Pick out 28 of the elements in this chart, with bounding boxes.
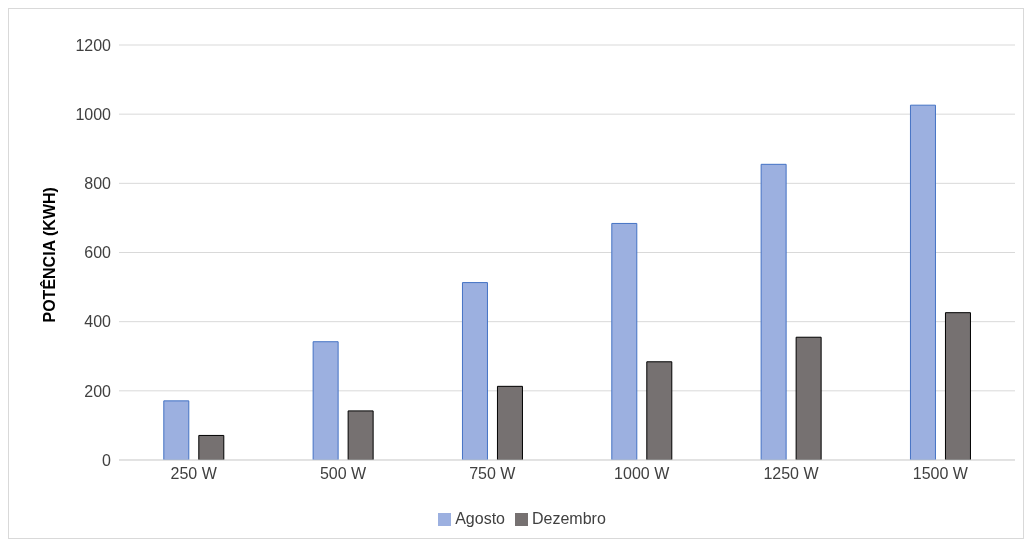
- bar: [909, 104, 936, 460]
- bar: [312, 341, 339, 460]
- bar: [646, 361, 673, 460]
- y-tick-label: 1200: [75, 36, 112, 54]
- bar: [760, 163, 787, 460]
- bar: [795, 336, 822, 460]
- y-tick-label: 400: [84, 313, 112, 331]
- y-tick-label: 0: [102, 451, 112, 469]
- x-tick-label: 500 W: [319, 465, 368, 483]
- x-tick-label: 250 W: [170, 465, 218, 483]
- y-tick-label: 1000: [75, 105, 112, 123]
- bar: [496, 385, 523, 460]
- y-tick-label: 200: [84, 382, 112, 400]
- bar: [461, 282, 488, 460]
- y-tick-label: 800: [84, 175, 112, 193]
- bar: [347, 410, 374, 460]
- bar: [163, 400, 190, 460]
- x-tick-label: 1250 W: [763, 465, 820, 483]
- bar: [611, 222, 638, 460]
- bar: [198, 434, 225, 460]
- x-tick-label: 1500 W: [912, 465, 969, 483]
- y-axis-title: POTÊNCIA (KWH): [39, 187, 58, 323]
- x-tick-label: 1000 W: [614, 465, 671, 483]
- y-tick-label: 600: [84, 244, 112, 262]
- bar: [944, 312, 971, 460]
- x-tick-label: 750 W: [469, 465, 517, 483]
- legend-label: Dezembro: [532, 510, 606, 527]
- legend-label: Agosto: [455, 510, 505, 527]
